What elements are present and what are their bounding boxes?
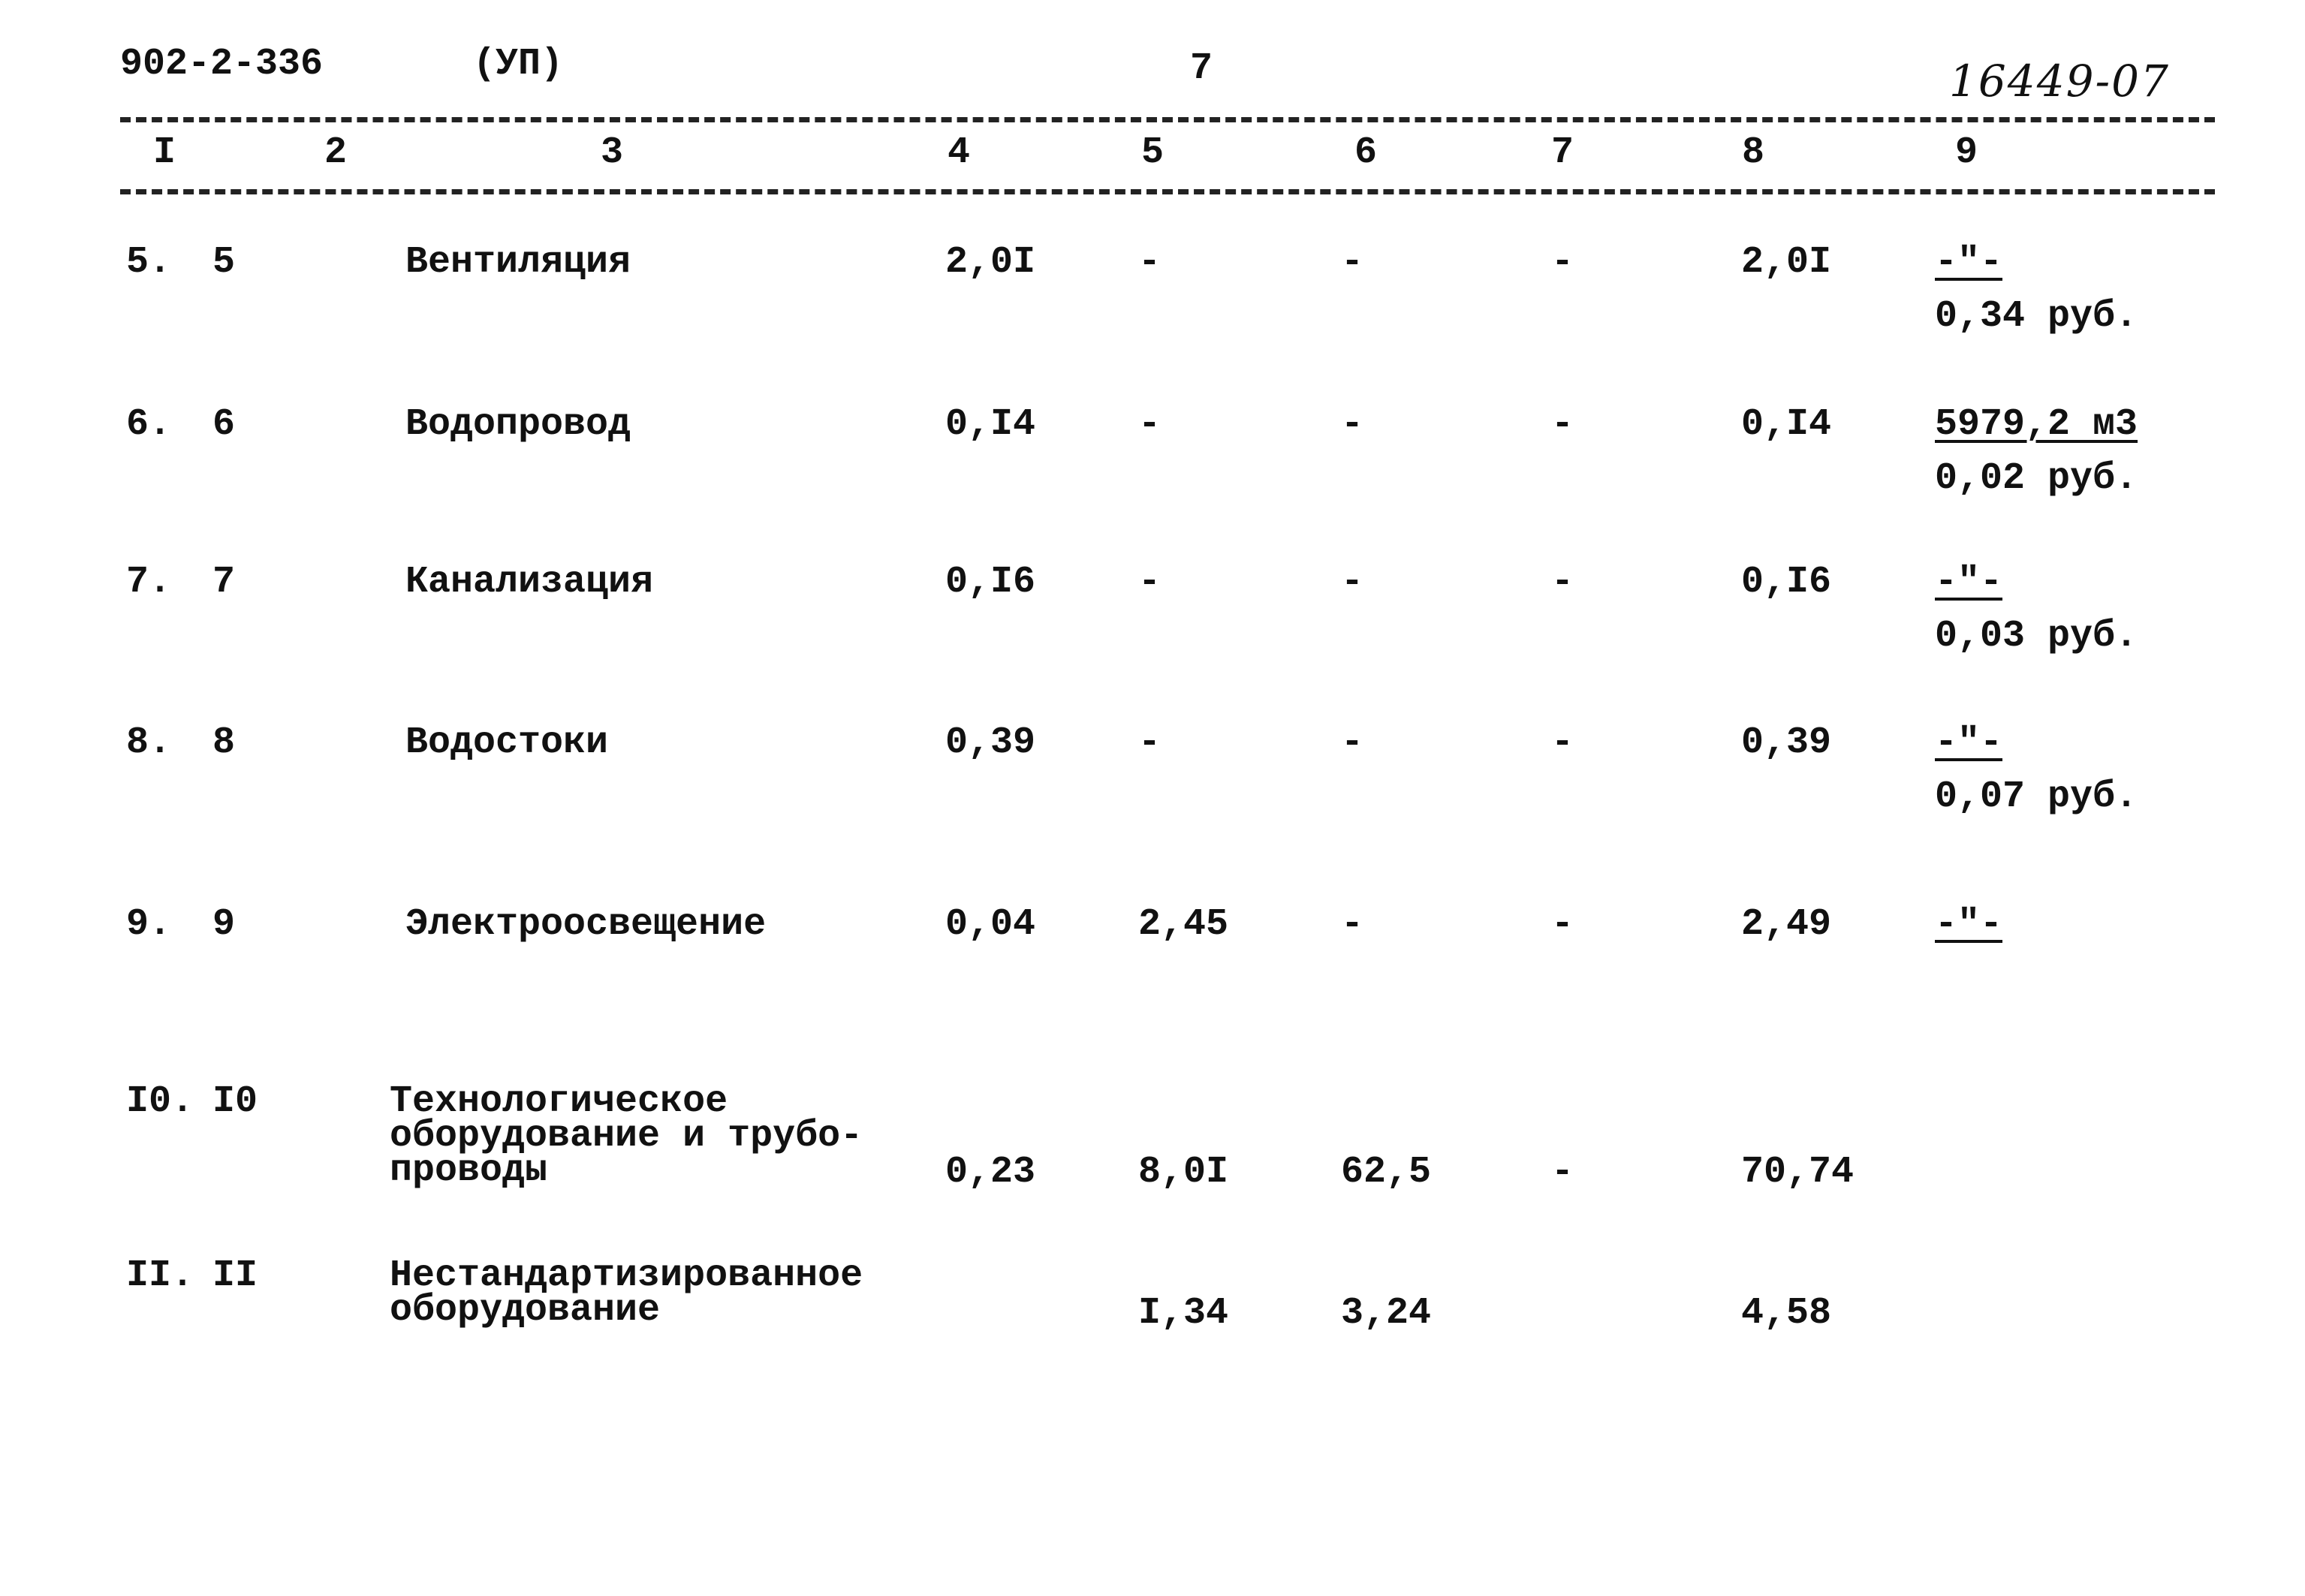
cell-c5: 2,45 — [1138, 903, 1229, 946]
cell-c8: 2,49 — [1741, 903, 1832, 946]
column-header: 7 — [1551, 131, 1574, 174]
document-code: 902-2-336 — [120, 43, 324, 86]
cell-c4: 0,04 — [945, 903, 1036, 946]
cell-c8: 0,39 — [1741, 721, 1832, 764]
row-number: 6. — [126, 403, 172, 446]
row-code: 8 — [212, 721, 236, 764]
cell-c5: - — [1138, 241, 1162, 284]
cell-c5: - — [1138, 561, 1162, 604]
cell-c5: - — [1138, 721, 1162, 764]
cell-c6: - — [1341, 721, 1364, 764]
cell-c4: 0,I4 — [945, 403, 1036, 446]
row-number: II. — [126, 1254, 194, 1297]
cell-c7: - — [1551, 241, 1574, 284]
cell-c5: - — [1138, 403, 1162, 446]
unit-cost-top: -"- — [1935, 903, 2003, 946]
unit-cost-top: -"- — [1935, 721, 2003, 764]
row-name: Водопровод — [405, 403, 631, 446]
cell-c6: - — [1341, 903, 1364, 946]
row-name: Нестандартизированное — [390, 1254, 863, 1297]
row-number: 9. — [126, 903, 172, 946]
cell-c8: 2,0I — [1741, 241, 1832, 284]
cell-c7: - — [1551, 721, 1574, 764]
cell-c6: - — [1341, 241, 1364, 284]
archive-number: 16449-07 — [1949, 56, 2170, 107]
document-mark: (УП) — [473, 43, 564, 86]
header-rule — [120, 117, 2215, 122]
row-number: 5. — [126, 241, 172, 284]
unit-cost-top: -"- — [1935, 561, 2003, 604]
cell-c6: 3,24 — [1341, 1292, 1432, 1335]
column-header: 8 — [1742, 131, 1765, 174]
row-number: 7. — [126, 561, 172, 604]
cell-c6: - — [1341, 403, 1364, 446]
row-code: I0 — [212, 1080, 258, 1123]
row-code: 9 — [212, 903, 236, 946]
row-code: 7 — [212, 561, 236, 604]
unit-cost-bottom: 0,03 руб. — [1935, 615, 2138, 658]
cell-c4: 2,0I — [945, 241, 1036, 284]
cell-c4: 0,I6 — [945, 561, 1036, 604]
row-name: Водостоки — [405, 721, 609, 764]
row-name: Канализация — [405, 561, 654, 604]
row-number: 8. — [126, 721, 172, 764]
header-rule — [120, 189, 2215, 194]
row-name: проводы — [390, 1149, 548, 1192]
cell-c7: - — [1551, 903, 1574, 946]
row-number: I0. — [126, 1080, 194, 1123]
column-header: 9 — [1955, 131, 1978, 174]
unit-cost-bottom: 0,07 руб. — [1935, 775, 2138, 818]
cell-c5: 8,0I — [1138, 1151, 1229, 1194]
page-number: 7 — [1190, 47, 1213, 90]
column-header: 3 — [601, 131, 624, 174]
cell-c8: 4,58 — [1741, 1292, 1832, 1335]
row-code: II — [212, 1254, 258, 1297]
cell-c6: - — [1341, 561, 1364, 604]
column-header: 6 — [1354, 131, 1378, 174]
cell-c6: 62,5 — [1341, 1151, 1432, 1194]
column-header: 5 — [1141, 131, 1165, 174]
cell-c4: 0,23 — [945, 1151, 1036, 1194]
cell-c7: - — [1551, 561, 1574, 604]
unit-cost-top: 5979,2 м3 — [1935, 403, 2138, 446]
unit-cost-top: -"- — [1935, 241, 2003, 284]
column-header: I — [153, 131, 176, 174]
unit-cost-bottom: 0,34 руб. — [1935, 295, 2138, 338]
row-name: оборудование и трубо- — [390, 1115, 863, 1158]
cell-c7: - — [1551, 403, 1574, 446]
row-code: 5 — [212, 241, 236, 284]
cell-c4: 0,39 — [945, 721, 1036, 764]
row-name: оборудование — [390, 1289, 661, 1332]
column-header: 4 — [948, 131, 971, 174]
cell-c8: 0,I4 — [1741, 403, 1832, 446]
cell-c7: - — [1551, 1151, 1574, 1194]
row-name: Технологическое — [390, 1080, 728, 1123]
row-code: 6 — [212, 403, 236, 446]
column-header: 2 — [324, 131, 348, 174]
row-name: Электроосвещение — [405, 903, 767, 946]
cell-c8: 70,74 — [1741, 1151, 1855, 1194]
row-name: Вентиляция — [405, 241, 631, 284]
cell-c5: I,34 — [1138, 1292, 1229, 1335]
cell-c8: 0,I6 — [1741, 561, 1832, 604]
unit-cost-bottom: 0,02 руб. — [1935, 457, 2138, 500]
